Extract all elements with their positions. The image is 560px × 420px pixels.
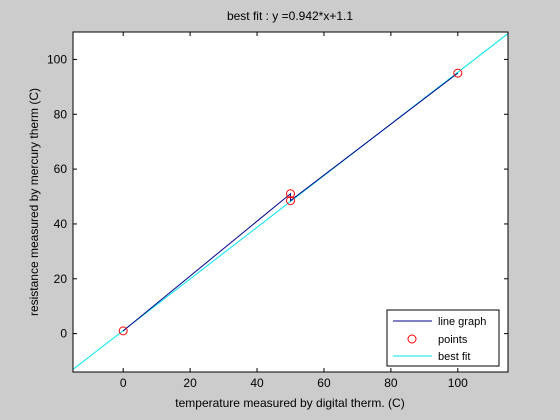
x-tick-label: 100 (448, 376, 468, 390)
x-axis-label: temperature measured by digital therm. (… (175, 396, 404, 410)
chart-title: best fit : y =0.942*x+1.1 (227, 9, 353, 23)
x-tick-label: 0 (120, 376, 127, 390)
y-axis-label: resistance measured by mercury therm (C) (27, 88, 41, 316)
y-tick-label: 40 (54, 217, 68, 231)
y-tick-label: 60 (54, 162, 68, 176)
legend-line-graph-label: line graph (438, 316, 486, 328)
legend-points-label: points (438, 334, 468, 346)
y-tick-label: 0 (60, 327, 67, 341)
x-tick-label: 60 (317, 376, 331, 390)
x-tick-label: 20 (183, 376, 197, 390)
x-tick-label: 80 (384, 376, 398, 390)
x-tick-label: 40 (250, 376, 264, 390)
y-tick-label: 80 (54, 107, 68, 121)
y-tick-label: 100 (47, 52, 67, 66)
legend-best-fit-label: best fit (438, 351, 470, 363)
y-tick-label: 20 (54, 272, 68, 286)
legend: line graph points best fit (387, 310, 499, 366)
